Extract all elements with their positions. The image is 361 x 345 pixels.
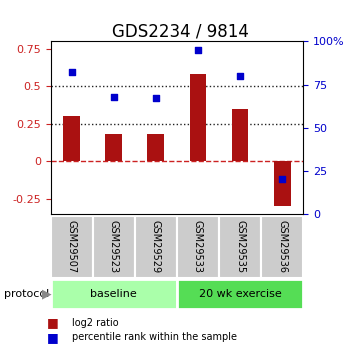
Bar [135,216,177,278]
Bar [63,116,80,161]
Bar [274,161,291,206]
Text: ■: ■ [47,331,59,344]
Bar [93,216,135,278]
Text: baseline: baseline [90,289,137,299]
Text: 20 wk exercise: 20 wk exercise [199,289,282,299]
Bar [219,216,261,278]
Point [279,177,285,182]
Bar [51,279,177,309]
Bar [51,216,93,278]
Point [237,73,243,79]
Text: percentile rank within the sample: percentile rank within the sample [72,333,237,342]
Point [195,47,201,53]
Text: GSM29507: GSM29507 [66,220,77,273]
Point [111,94,117,99]
Text: ■: ■ [47,316,59,329]
Bar [190,75,206,161]
Text: protocol: protocol [4,289,49,299]
Bar [177,216,219,278]
Text: ▶: ▶ [42,288,51,300]
Text: GSM29535: GSM29535 [235,220,245,273]
Text: GDS2234 / 9814: GDS2234 / 9814 [112,22,249,40]
Point [69,70,74,75]
Bar [147,135,164,161]
Bar [261,216,303,278]
Point [153,96,159,101]
Text: GSM29536: GSM29536 [277,220,287,273]
Text: GSM29529: GSM29529 [151,220,161,273]
Text: GSM29523: GSM29523 [109,220,119,273]
Bar [232,109,248,161]
Text: log2 ratio: log2 ratio [72,318,119,327]
Bar [105,135,122,161]
Bar [177,279,303,309]
Text: GSM29533: GSM29533 [193,220,203,273]
